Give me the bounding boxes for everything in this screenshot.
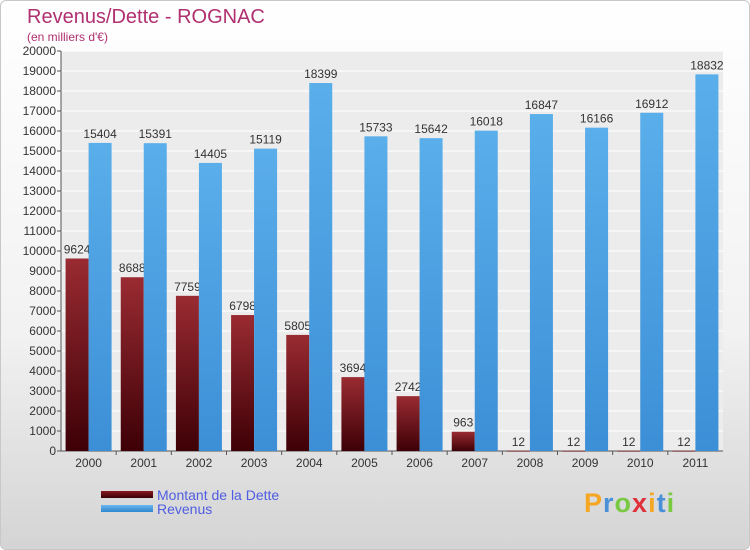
bar-dette (65, 258, 89, 451)
data-label-revenus: 18399 (304, 67, 338, 81)
logo-letter: i (666, 488, 676, 518)
y-tick-label: 0 (49, 444, 56, 458)
data-label-revenus: 14405 (194, 147, 228, 161)
y-tick-label: 8000 (29, 284, 56, 298)
data-label-revenus: 15733 (359, 120, 393, 134)
chart-title: Revenus/Dette - ROGNAC (27, 6, 265, 28)
legend-label-dette: Montant de la Dette (157, 487, 280, 503)
data-label-dette: 12 (622, 435, 636, 449)
data-label-dette: 5805 (284, 319, 311, 333)
legend-swatch-dette (101, 491, 153, 498)
y-tick-label: 7000 (29, 304, 56, 318)
x-tick-label: 2006 (406, 456, 433, 470)
x-tick-label: 2003 (241, 456, 268, 470)
y-tick-label: 14000 (23, 164, 57, 178)
legend-label-revenus: Revenus (157, 501, 213, 517)
y-tick-label: 6000 (29, 324, 56, 338)
legend-item-dette: Montant de la Dette (101, 487, 401, 503)
y-tick-label: 3000 (29, 384, 56, 398)
data-label-dette: 3694 (340, 361, 367, 375)
y-tick-label: 4000 (29, 364, 56, 378)
y-tick-label: 11000 (24, 224, 57, 238)
bar-revenus (198, 162, 222, 451)
bar-revenus (640, 112, 664, 451)
y-tick-label: 15000 (23, 144, 57, 158)
data-label-revenus: 18832 (690, 58, 724, 72)
data-label-dette: 2742 (395, 380, 422, 394)
x-tick-label: 2002 (186, 456, 213, 470)
legend-item-revenus: Revenus (101, 501, 401, 517)
data-label-revenus: 16912 (635, 97, 669, 111)
logo-letter: r (603, 488, 615, 518)
x-tick-label: 2000 (75, 456, 102, 470)
data-label-dette: 7759 (174, 280, 201, 294)
y-tick-label: 5000 (29, 344, 56, 358)
logo-letter: o (614, 488, 633, 518)
bar-dette (562, 450, 586, 452)
data-label-revenus: 15404 (83, 127, 117, 141)
y-tick-label: 18000 (23, 84, 57, 98)
x-tick-label: 2007 (461, 456, 488, 470)
data-label-revenus: 15642 (414, 122, 448, 136)
y-tick-label: 10000 (23, 244, 57, 258)
x-tick-label: 2010 (627, 456, 654, 470)
x-tick-label: 2005 (351, 456, 378, 470)
logo-letter: P (584, 488, 604, 518)
bar-revenus (529, 114, 553, 451)
bar-revenus (309, 83, 333, 452)
logo-letter: t (656, 488, 667, 518)
data-label-dette: 12 (512, 435, 526, 449)
data-label-dette: 12 (567, 435, 581, 449)
bar-revenus (585, 127, 609, 452)
data-label-revenus: 15119 (249, 133, 282, 147)
data-label-dette: 12 (677, 435, 691, 449)
y-tick-label: 20000 (23, 44, 57, 58)
bar-revenus (364, 136, 388, 451)
bar-revenus (143, 143, 167, 451)
logo-letter: x (632, 488, 649, 518)
bar-dette (231, 315, 255, 451)
bar-dette (451, 431, 475, 451)
bar-revenus (474, 130, 498, 451)
x-tick-label: 2008 (517, 456, 544, 470)
x-tick-label: 2011 (683, 456, 709, 470)
y-tick-label: 16000 (23, 124, 57, 138)
bar-dette (341, 377, 365, 451)
data-label-dette: 8688 (119, 261, 146, 275)
data-label-dette: 9624 (64, 243, 91, 257)
data-label-revenus: 16847 (525, 98, 559, 112)
data-label-revenus: 15391 (139, 127, 173, 141)
bar-dette (617, 450, 641, 452)
legend-swatch-revenus (101, 505, 153, 512)
y-tick-label: 9000 (29, 264, 56, 278)
bar-dette (506, 450, 530, 452)
y-tick-label: 2000 (29, 404, 56, 418)
data-label-dette: 963 (453, 416, 473, 430)
bar-revenus (88, 142, 112, 452)
bar-dette (120, 277, 144, 451)
bar-dette (286, 334, 310, 451)
bar-revenus (695, 74, 719, 452)
y-tick-label: 19000 (23, 64, 57, 78)
bar-revenus (419, 138, 443, 451)
bar-revenus (254, 148, 278, 451)
y-tick-label: 12000 (23, 204, 57, 218)
data-label-revenus: 16018 (470, 115, 504, 129)
data-label-revenus: 16166 (580, 112, 614, 126)
y-tick-label: 13000 (23, 184, 57, 198)
x-tick-label: 2004 (296, 456, 323, 470)
bar-dette (175, 295, 199, 451)
x-tick-label: 2009 (572, 456, 599, 470)
data-label-dette: 6798 (229, 299, 256, 313)
x-tick-label: 2001 (130, 456, 157, 470)
y-tick-label: 1000 (29, 424, 56, 438)
bar-dette (396, 396, 420, 451)
bar-dette (672, 450, 696, 452)
proxiti-logo: Proxiti (584, 488, 675, 519)
y-tick-label: 17000 (23, 104, 57, 118)
logo-letter: i (648, 488, 657, 518)
chart-subtitle: (en milliers d'€) (27, 30, 108, 44)
